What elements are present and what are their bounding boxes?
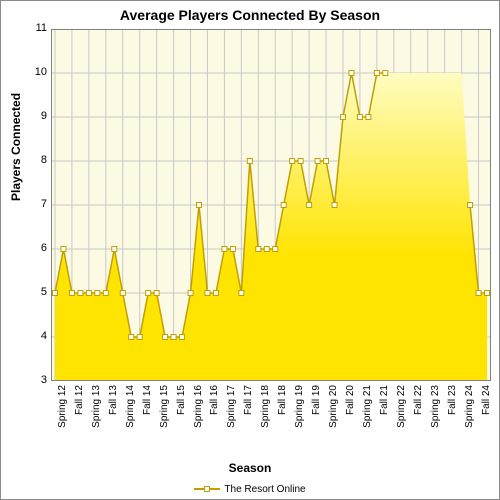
y-tick-label: 8 <box>27 154 47 166</box>
x-tick-label: Fall 16 <box>209 385 220 439</box>
plot-area <box>51 29 491 381</box>
y-tick-label: 3 <box>27 374 47 386</box>
x-tick-label: Fall 14 <box>142 385 153 439</box>
legend-marker-icon <box>204 486 210 492</box>
x-axis-label: Season <box>1 461 499 475</box>
x-tick-label: Fall 23 <box>447 385 458 439</box>
chart-title: Average Players Connected By Season <box>1 7 499 23</box>
y-tick-label: 5 <box>27 286 47 298</box>
x-tick-label: Fall 12 <box>74 385 85 439</box>
y-tick-label: 6 <box>27 242 47 254</box>
x-tick-label: Spring 15 <box>159 385 170 439</box>
x-tick-label: Spring 21 <box>362 385 373 439</box>
y-tick-label: 10 <box>27 66 47 78</box>
x-tick-label: Fall 22 <box>413 385 424 439</box>
y-tick-label: 9 <box>27 110 47 122</box>
x-tick-label: Fall 17 <box>243 385 254 439</box>
x-tick-label: Fall 13 <box>108 385 119 439</box>
x-tick-label: Spring 24 <box>464 385 475 439</box>
x-tick-label: Spring 12 <box>57 385 68 439</box>
x-tick-label: Spring 19 <box>294 385 305 439</box>
chart-panel: Average Players Connected By Season Play… <box>0 0 500 500</box>
x-tick-label: Fall 18 <box>277 385 288 439</box>
legend: The Resort Online <box>1 484 499 495</box>
y-tick-label: 4 <box>27 330 47 342</box>
x-tick-label: Spring 18 <box>260 385 271 439</box>
y-tick-label: 7 <box>27 198 47 210</box>
y-axis-label: Players Connected <box>9 93 23 201</box>
y-tick-label: 11 <box>27 22 47 34</box>
x-tick-label: Spring 17 <box>226 385 237 439</box>
x-tick-label: Fall 19 <box>311 385 322 439</box>
x-tick-label: Fall 24 <box>481 385 492 439</box>
x-tick-label: Spring 23 <box>430 385 441 439</box>
x-tick-label: Spring 20 <box>328 385 339 439</box>
x-tick-label: Spring 13 <box>91 385 102 439</box>
x-tick-label: Fall 15 <box>176 385 187 439</box>
legend-label: The Resort Online <box>224 484 305 495</box>
x-tick-label: Spring 16 <box>193 385 204 439</box>
x-tick-label: Spring 22 <box>396 385 407 439</box>
legend-swatch <box>194 484 220 494</box>
x-tick-label: Fall 21 <box>379 385 390 439</box>
x-tick-label: Fall 20 <box>345 385 356 439</box>
x-tick-label: Spring 14 <box>125 385 136 439</box>
